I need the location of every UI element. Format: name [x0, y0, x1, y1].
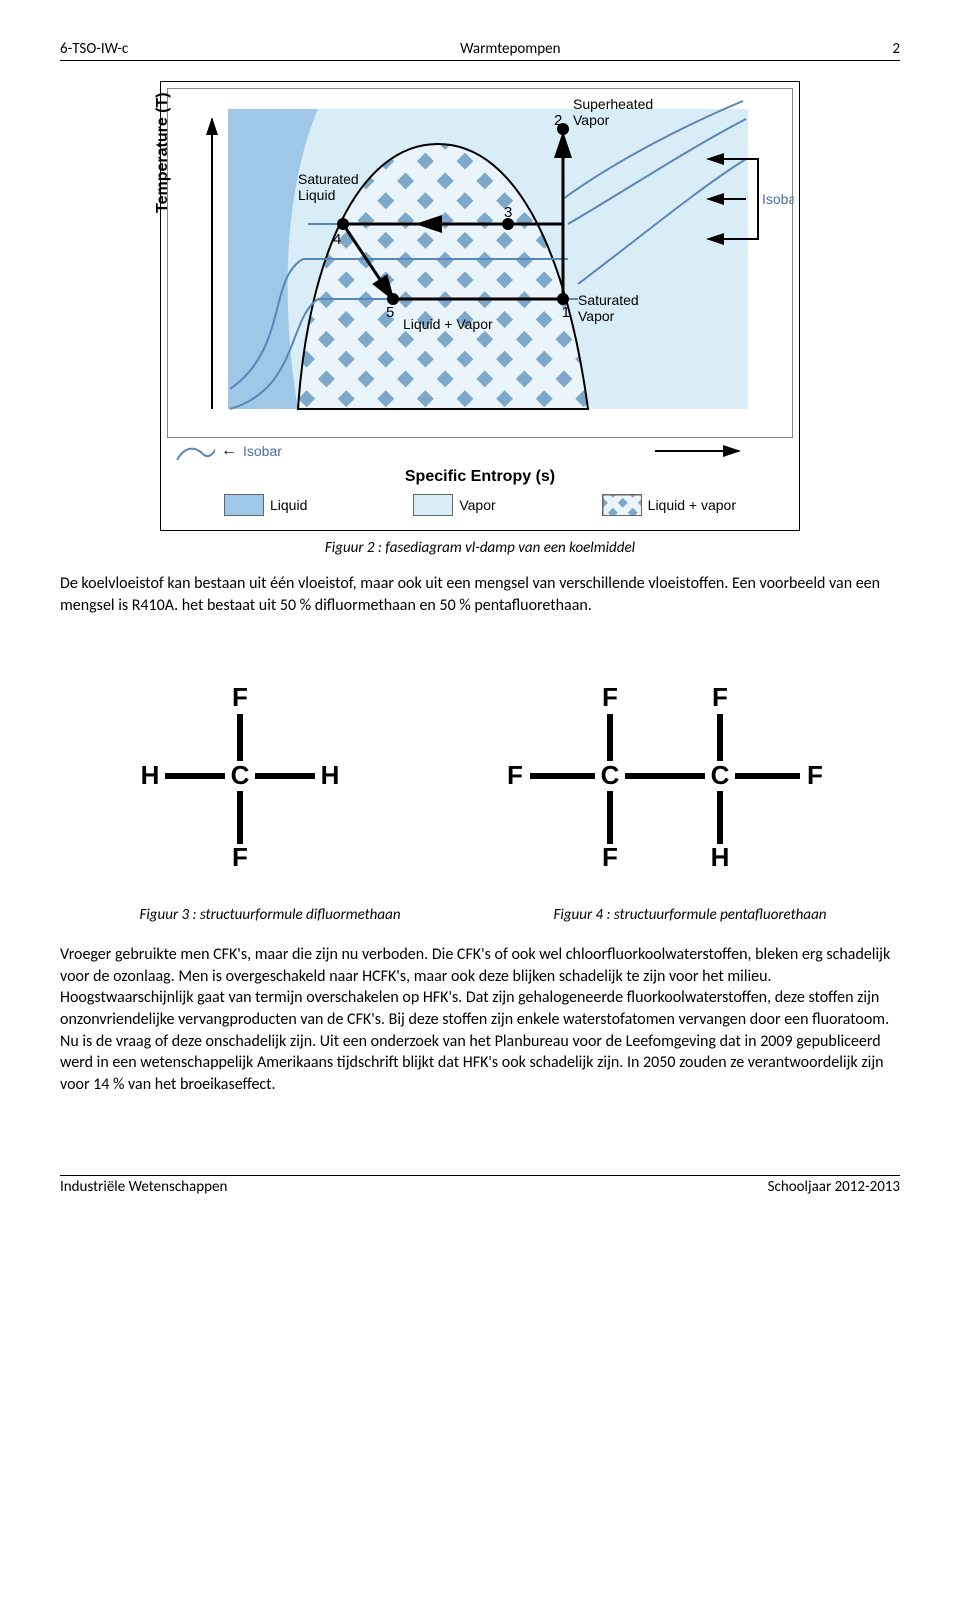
legend-vapor: Vapor [413, 494, 495, 516]
vapor-swatch-icon [413, 494, 453, 516]
legend-liq-vap: Liquid + vapor [602, 494, 736, 516]
atom-h-right: H [321, 760, 340, 790]
label-isobars: Isobars [762, 191, 794, 207]
legend-liquid-label: Liquid [270, 497, 307, 513]
isobar-key-icon [175, 442, 215, 460]
legend-row: Liquid Vapor [167, 486, 793, 524]
label-sat-vapor-1: Saturated [578, 292, 639, 308]
atom-c: C [231, 760, 250, 790]
x-axis-label: Specific Entropy (s) [167, 468, 793, 486]
x-axis-arrow-icon [655, 445, 745, 457]
header-center: Warmtepompen [460, 40, 560, 58]
label-superheated-1: Superheated [573, 96, 653, 112]
atom-c1: C [601, 760, 620, 790]
pentafluorethaan-structure: C C F F F F H F [490, 676, 830, 876]
molecule-captions: Figuur 3 : structuurformule difluormetha… [60, 906, 900, 924]
atom-f-c1-top: F [602, 682, 618, 712]
atom-f-c2-right: F [807, 760, 823, 790]
label-sat-vapor-2: Vapor [578, 308, 615, 324]
legend-liq-vap-label: Liquid + vapor [648, 497, 736, 513]
figure4-caption: Figuur 4 : structuurformule pentafluoret… [501, 906, 879, 924]
atom-f-c2-top: F [712, 682, 728, 712]
footer-right: Schooljaar 2012-2013 [768, 1178, 900, 1196]
liquid-swatch-icon [224, 494, 264, 516]
footer-left: Industriële Wetenschappen [60, 1178, 227, 1196]
atom-f-c1-left: F [507, 760, 523, 790]
point-4-label: 4 [333, 231, 341, 248]
page-header: 6-TSO-IW-c Warmtepompen 2 [60, 40, 900, 61]
legend-liquid: Liquid [224, 494, 307, 516]
atom-f-top: F [232, 682, 248, 712]
y-axis-label: Temperature (T) [154, 92, 172, 213]
header-right: 2 [892, 40, 900, 58]
molecule-row: C F F H H C C [60, 676, 900, 876]
atom-f-bottom: F [232, 842, 248, 872]
page-footer: Industriële Wetenschappen Schooljaar 201… [60, 1175, 900, 1196]
difluormethaan-structure: C F F H H [130, 676, 350, 876]
figure2-caption: Figuur 2 : fasediagram vl-damp van een k… [60, 539, 900, 557]
atom-h-c2-bottom: H [711, 842, 730, 872]
label-liq-vap: Liquid + Vapor [403, 316, 493, 332]
legend-vapor-label: Vapor [459, 497, 495, 513]
label-sat-liquid-1: Saturated [298, 171, 359, 187]
header-left: 6-TSO-IW-c [60, 40, 128, 58]
point-5-label: 5 [386, 304, 394, 321]
point-2-label: 2 [554, 112, 562, 129]
liq-vap-swatch-icon [602, 494, 642, 516]
atom-c2: C [711, 760, 730, 790]
label-superheated-2: Vapor [573, 112, 610, 128]
isobar-key: ← Isobar [167, 438, 793, 464]
atom-f-c1-bottom: F [602, 842, 618, 872]
label-sat-liquid-2: Liquid [298, 187, 335, 203]
atom-h-left: H [141, 760, 160, 790]
paragraph-2: Vroeger gebruikte men CFK's, maar die zi… [60, 944, 900, 1095]
point-1-label: 1 [562, 304, 570, 321]
phase-diagram-svg: Superheated Vapor Saturated Liquid Satur… [168, 89, 794, 439]
figure3-caption: Figuur 3 : structuurformule difluormetha… [81, 906, 459, 924]
point-3-label: 3 [504, 204, 512, 221]
isobar-key-label: Isobar [243, 443, 282, 459]
phase-diagram-plot: Superheated Vapor Saturated Liquid Satur… [167, 88, 793, 438]
paragraph-1: De koelvloeistof kan bestaan uit één vlo… [60, 573, 900, 616]
phase-diagram-figure: Superheated Vapor Saturated Liquid Satur… [160, 81, 800, 531]
